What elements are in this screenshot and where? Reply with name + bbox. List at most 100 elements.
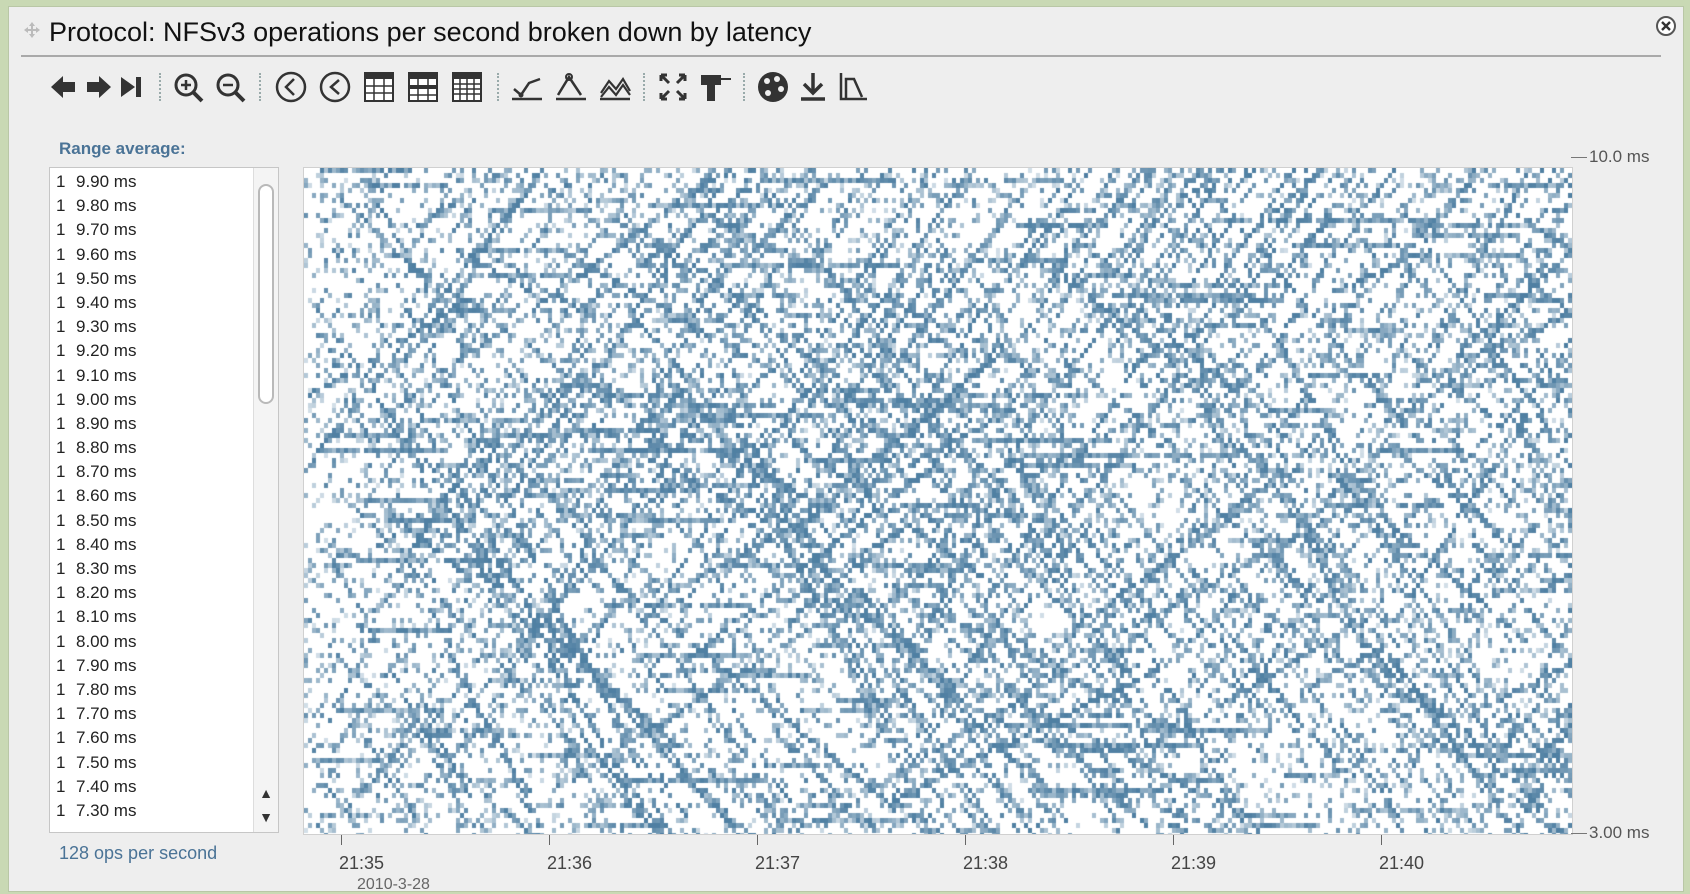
list-item[interactable]: 1 9.90 ms bbox=[56, 170, 256, 194]
scroll-up-icon[interactable]: ▲ bbox=[259, 785, 273, 801]
scrollbar-thumb[interactable] bbox=[258, 184, 274, 404]
title-bar[interactable]: Protocol: NFSv3 operations per second br… bbox=[9, 7, 1683, 55]
move-handle-icon[interactable] bbox=[23, 21, 41, 39]
list-item-label: 9.70 ms bbox=[76, 220, 137, 240]
list-item-count: 1 bbox=[56, 268, 66, 288]
list-item[interactable]: 1 7.50 ms bbox=[56, 751, 256, 775]
scroll-down-icon[interactable]: ▼ bbox=[259, 809, 273, 825]
list-item-label: 7.50 ms bbox=[76, 752, 137, 772]
peak-chart-icon[interactable] bbox=[551, 65, 591, 109]
y-axis-max-label: 10.0 ms bbox=[1589, 147, 1650, 166]
toolbar-separator bbox=[643, 73, 645, 101]
x-axis-tick-label: 21:36 bbox=[547, 853, 593, 873]
list-item[interactable]: 1 8.90 ms bbox=[56, 412, 256, 436]
list-item[interactable]: 1 8.20 ms bbox=[56, 581, 256, 605]
forward-icon[interactable] bbox=[79, 65, 119, 109]
list-item-label: 7.40 ms bbox=[76, 776, 137, 796]
x-axis-tick bbox=[549, 835, 550, 845]
list-item[interactable]: 1 8.80 ms bbox=[56, 436, 256, 460]
list-item[interactable]: 1 8.00 ms bbox=[56, 630, 256, 654]
list-item[interactable]: 1 8.10 ms bbox=[56, 605, 256, 629]
list-item[interactable]: 1 9.80 ms bbox=[56, 194, 256, 218]
list-item[interactable]: 1 8.70 ms bbox=[56, 460, 256, 484]
zoom-in-icon[interactable] bbox=[169, 65, 209, 109]
list-item[interactable]: 1 9.40 ms bbox=[56, 291, 256, 315]
list-item-count: 1 bbox=[56, 486, 66, 506]
list-item-label: 8.40 ms bbox=[76, 534, 137, 554]
list-item[interactable]: 1 8.30 ms bbox=[56, 557, 256, 581]
list-item-label: 8.10 ms bbox=[76, 607, 137, 627]
table-alt-icon[interactable] bbox=[403, 65, 443, 109]
list-item-count: 1 bbox=[56, 752, 66, 772]
time-back-alt-icon[interactable] bbox=[315, 65, 355, 109]
palette-icon[interactable] bbox=[753, 65, 793, 109]
list-item-count: 1 bbox=[56, 462, 66, 482]
list-item-count: 1 bbox=[56, 510, 66, 530]
zoom-out-icon[interactable] bbox=[211, 65, 251, 109]
list-item[interactable]: 1 9.60 ms bbox=[56, 243, 256, 267]
expand-icon[interactable] bbox=[653, 65, 693, 109]
list-item-label: 8.80 ms bbox=[76, 438, 137, 458]
list-item-label: 9.00 ms bbox=[76, 389, 137, 409]
list-item-count: 1 bbox=[56, 438, 66, 458]
latency-list[interactable]: 1 9.90 ms 1 9.80 ms 1 9.70 ms 1 9.60 ms 1 9.50 ms… bbox=[49, 167, 279, 833]
ops-per-second-label: 128 ops per second bbox=[59, 843, 218, 863]
table-grid-icon[interactable] bbox=[447, 65, 487, 109]
list-item[interactable]: 1 9.20 ms bbox=[56, 339, 256, 363]
list-item[interactable]: 1 9.00 ms bbox=[56, 388, 256, 412]
x-axis-tick bbox=[341, 835, 342, 845]
list-item[interactable]: 1 8.50 ms bbox=[56, 509, 256, 533]
back-icon[interactable] bbox=[45, 65, 85, 109]
list-item-count: 1 bbox=[56, 365, 66, 385]
heatmap-canvas[interactable] bbox=[304, 168, 1572, 834]
list-item-label: 9.40 ms bbox=[76, 292, 137, 312]
x-axis-tick-label: 21:40 bbox=[1379, 853, 1425, 873]
list-item[interactable]: 1 7.80 ms bbox=[56, 678, 256, 702]
mountain-chart-icon[interactable] bbox=[595, 65, 635, 109]
time-back-icon[interactable] bbox=[271, 65, 311, 109]
list-item-label: 9.10 ms bbox=[76, 365, 137, 385]
toolbar-separator bbox=[497, 73, 499, 101]
list-item-label: 8.00 ms bbox=[76, 631, 137, 651]
list-item-count: 1 bbox=[56, 728, 66, 748]
pin-icon[interactable] bbox=[695, 65, 735, 109]
list-item[interactable]: 1 7.40 ms bbox=[56, 775, 256, 799]
list-scrollbar[interactable]: ▲ ▼ bbox=[253, 168, 278, 832]
list-item-count: 1 bbox=[56, 341, 66, 361]
list-item[interactable]: 1 9.50 ms bbox=[56, 267, 256, 291]
y-axis-tick-top bbox=[1571, 157, 1587, 158]
download-icon[interactable] bbox=[793, 65, 833, 109]
list-item[interactable]: 1 9.10 ms bbox=[56, 364, 256, 388]
list-item-count: 1 bbox=[56, 413, 66, 433]
list-item-label: 8.90 ms bbox=[76, 413, 137, 433]
list-item-label: 7.90 ms bbox=[76, 655, 137, 675]
list-item-count: 1 bbox=[56, 607, 66, 627]
list-item-label: 9.90 ms bbox=[76, 172, 137, 191]
list-item-count: 1 bbox=[56, 631, 66, 651]
line-chart-icon[interactable] bbox=[507, 65, 547, 109]
x-axis-tick-label: 21:37 bbox=[755, 853, 801, 873]
close-icon[interactable] bbox=[1655, 15, 1677, 37]
table-icon[interactable] bbox=[359, 65, 399, 109]
list-item-label: 9.30 ms bbox=[76, 317, 137, 337]
list-item[interactable]: 1 7.60 ms bbox=[56, 726, 256, 750]
latency-heatmap[interactable] bbox=[303, 167, 1573, 835]
chart-export-icon[interactable] bbox=[833, 65, 873, 109]
list-item-label: 8.60 ms bbox=[76, 486, 137, 506]
list-item[interactable]: 1 7.70 ms bbox=[56, 702, 256, 726]
list-item-count: 1 bbox=[56, 655, 66, 675]
list-item-count: 1 bbox=[56, 317, 66, 337]
list-item-count: 1 bbox=[56, 172, 66, 191]
skip-to-end-icon[interactable] bbox=[113, 65, 153, 109]
list-item-count: 1 bbox=[56, 292, 66, 312]
list-item[interactable]: 1 8.40 ms bbox=[56, 533, 256, 557]
list-item[interactable]: 1 7.90 ms bbox=[56, 654, 256, 678]
list-item-label: 9.80 ms bbox=[76, 196, 137, 216]
list-item[interactable]: 1 9.30 ms bbox=[56, 315, 256, 339]
list-item-label: 7.30 ms bbox=[76, 800, 137, 820]
x-axis-tick bbox=[1381, 835, 1382, 845]
list-item[interactable]: 1 7.30 ms bbox=[56, 799, 256, 823]
x-axis-tick bbox=[965, 835, 966, 845]
list-item[interactable]: 1 8.60 ms bbox=[56, 484, 256, 508]
list-item[interactable]: 1 9.70 ms bbox=[56, 218, 256, 242]
